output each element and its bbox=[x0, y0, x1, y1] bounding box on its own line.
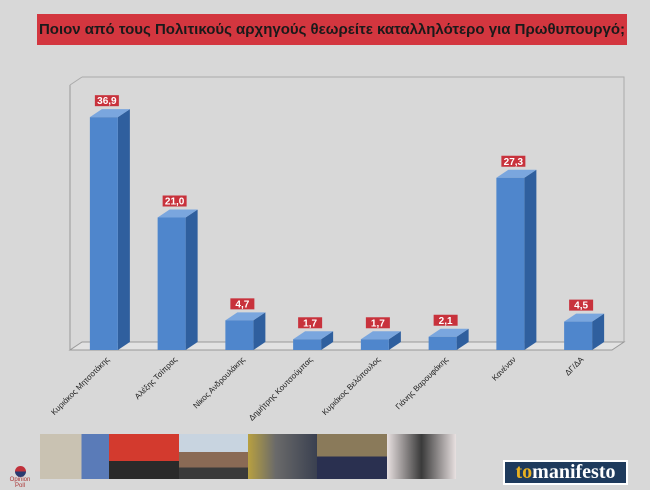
bar-top bbox=[564, 313, 605, 322]
data-label: 27,3 bbox=[504, 157, 524, 168]
bar-side bbox=[117, 109, 130, 350]
photo-koutsoumpas bbox=[247, 434, 318, 479]
bar-side bbox=[524, 169, 537, 350]
data-label-bg bbox=[501, 155, 526, 167]
category-label: Κανέναν bbox=[490, 355, 518, 383]
category-label: ΔΓ/ΔΑ bbox=[563, 355, 586, 378]
bar bbox=[496, 177, 525, 350]
category-label: Κυριάκος Βελόπουλος bbox=[320, 355, 382, 417]
category-label: Κυριάκος Μητσοτάκης bbox=[49, 355, 111, 417]
data-label: 4,7 bbox=[235, 299, 249, 310]
bar bbox=[360, 339, 389, 350]
photo-mitsotakis bbox=[40, 434, 110, 479]
pollster-name: Opinion Poll bbox=[9, 477, 31, 489]
data-label: 1,7 bbox=[371, 318, 385, 329]
category-label: Δημήτρης Κουτσούμπας bbox=[247, 355, 315, 423]
bar-top bbox=[89, 109, 130, 118]
bar-top bbox=[293, 331, 334, 340]
bar-side bbox=[388, 331, 401, 350]
bar bbox=[157, 217, 186, 350]
bar-side bbox=[253, 312, 266, 350]
photo-velopoulos bbox=[317, 434, 387, 479]
photo-androulakis bbox=[178, 434, 248, 479]
opinion-poll-logo: Opinion Poll bbox=[4, 466, 36, 489]
bar-side bbox=[456, 328, 469, 350]
data-label-bg bbox=[433, 314, 458, 326]
floor bbox=[68, 341, 626, 351]
bar-top bbox=[360, 331, 401, 340]
data-label-bg bbox=[230, 298, 255, 310]
data-label-bg bbox=[162, 195, 187, 207]
bar-top bbox=[496, 169, 537, 178]
category-label: Νίκος Ανδρουλάκης bbox=[191, 355, 247, 411]
data-label-bg bbox=[569, 299, 594, 311]
photo-tsipras bbox=[109, 434, 179, 479]
photo-varoufakis bbox=[386, 434, 456, 479]
data-label: 4,5 bbox=[574, 301, 588, 312]
back-wall-edge bbox=[69, 76, 83, 86]
bar-side bbox=[592, 313, 605, 350]
data-label: 21,0 bbox=[165, 197, 185, 208]
data-label: 1,7 bbox=[303, 318, 317, 329]
bar bbox=[293, 339, 322, 350]
bar-side bbox=[185, 209, 198, 350]
data-label-bg bbox=[365, 317, 390, 329]
bar bbox=[428, 336, 457, 350]
manifesto-logo: tomanifesto bbox=[503, 460, 628, 485]
bar-top bbox=[157, 209, 198, 218]
bar bbox=[225, 320, 254, 350]
bar bbox=[89, 117, 118, 350]
bar bbox=[564, 321, 593, 350]
data-label: 2,1 bbox=[439, 316, 453, 327]
leader-photos bbox=[40, 434, 456, 479]
category-label: Γιάνης Βαρουφάκης bbox=[394, 355, 450, 411]
back-wall bbox=[82, 76, 625, 342]
data-label: 36,9 bbox=[97, 96, 117, 107]
bar-top bbox=[428, 328, 469, 337]
bar-side bbox=[321, 331, 334, 350]
data-label-bg bbox=[94, 95, 119, 107]
bar-top bbox=[225, 312, 266, 321]
chart-title: Ποιον από τους Πολιτικούς αρχηγούς θεωρε… bbox=[37, 14, 627, 45]
logo-text: manifesto bbox=[532, 461, 616, 483]
data-label-bg bbox=[298, 317, 323, 329]
category-label: Αλέξης Τσίπρας bbox=[133, 355, 179, 401]
logo-prefix: to bbox=[515, 461, 533, 483]
